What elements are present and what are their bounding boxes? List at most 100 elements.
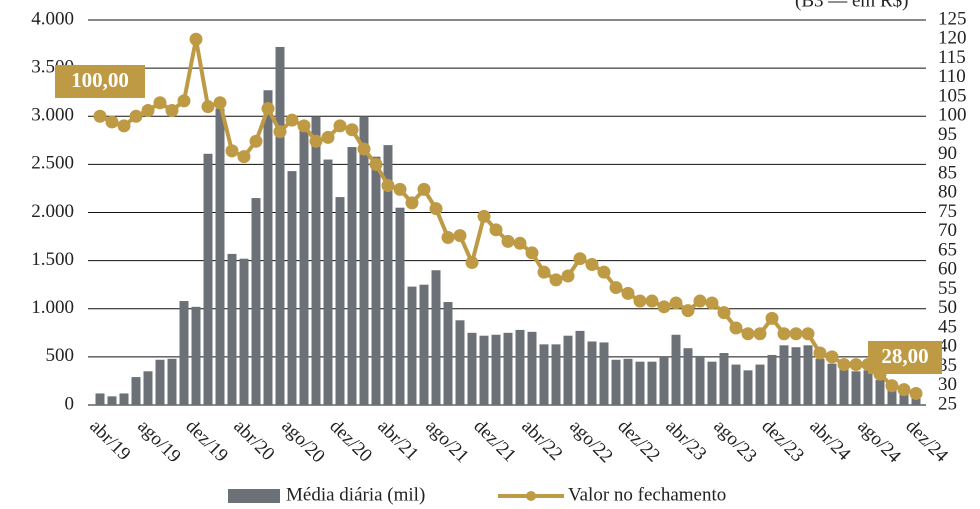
line-marker bbox=[381, 179, 395, 193]
bar bbox=[395, 207, 405, 405]
bar bbox=[287, 171, 297, 405]
y2-tick-label: 75 bbox=[938, 201, 957, 222]
bar bbox=[407, 286, 417, 405]
legend-label: Média diária (mil) bbox=[286, 484, 425, 505]
line-marker bbox=[897, 383, 911, 397]
y2-tick-label: 85 bbox=[938, 162, 957, 183]
line-marker bbox=[573, 252, 587, 266]
y2-tick-label: 110 bbox=[938, 66, 966, 87]
bar bbox=[731, 364, 741, 405]
line-marker bbox=[885, 379, 899, 393]
bar bbox=[755, 364, 765, 405]
bar bbox=[875, 379, 885, 405]
x-tick-label: abr/19 bbox=[85, 416, 134, 465]
line-marker bbox=[309, 134, 323, 148]
bar bbox=[431, 270, 441, 405]
y2-tick-label: 95 bbox=[938, 124, 957, 145]
bar bbox=[251, 198, 261, 405]
line-marker bbox=[717, 306, 731, 320]
line-marker bbox=[237, 150, 251, 164]
y-tick-label: 2.000 bbox=[31, 201, 74, 222]
x-tick-label: ago/23 bbox=[709, 416, 760, 467]
bar bbox=[827, 363, 837, 405]
annotation: 28,00 bbox=[881, 344, 928, 368]
y2-tick-label: 35 bbox=[938, 355, 957, 376]
line-marker bbox=[657, 300, 671, 314]
bar bbox=[359, 116, 369, 405]
bar bbox=[335, 197, 345, 405]
y-tick-label: 1.000 bbox=[31, 297, 74, 318]
line-marker bbox=[345, 123, 359, 137]
bar bbox=[227, 253, 237, 405]
bar bbox=[107, 396, 117, 405]
x-tick-label: dez/24 bbox=[901, 416, 952, 467]
bar bbox=[179, 301, 189, 405]
line-marker bbox=[141, 103, 155, 117]
line-marker bbox=[729, 321, 743, 335]
y2-tick-label: 30 bbox=[938, 374, 957, 395]
legend-swatch bbox=[228, 489, 280, 503]
bar bbox=[491, 334, 501, 405]
bar bbox=[719, 353, 729, 405]
bar bbox=[443, 302, 453, 405]
y2-tick-label: 40 bbox=[938, 336, 957, 357]
line-marker bbox=[429, 202, 443, 216]
bar bbox=[803, 345, 813, 405]
x-tick-label: abr/23 bbox=[661, 416, 710, 465]
line-marker bbox=[681, 304, 695, 318]
line-marker bbox=[333, 119, 347, 133]
y2-tick-label: 45 bbox=[938, 316, 957, 337]
y2-tick-label: 120 bbox=[938, 28, 967, 49]
bar bbox=[347, 147, 357, 406]
line-marker bbox=[201, 100, 215, 114]
y-tick-label: 0 bbox=[65, 393, 75, 414]
x-tick-label: dez/23 bbox=[757, 416, 808, 467]
legend-label: Valor no fechamento bbox=[568, 484, 726, 505]
y2-tick-label: 50 bbox=[938, 297, 957, 318]
bar bbox=[539, 344, 549, 405]
bar bbox=[323, 159, 333, 405]
y2-tick-label: 55 bbox=[938, 278, 957, 299]
line-marker bbox=[561, 269, 575, 283]
bar bbox=[575, 330, 585, 405]
line-marker bbox=[525, 246, 539, 260]
y2-tick-label: 70 bbox=[938, 220, 957, 241]
y-tick-label: 4.000 bbox=[31, 8, 74, 29]
bar bbox=[635, 361, 645, 405]
line-marker bbox=[609, 281, 623, 295]
bar bbox=[275, 46, 285, 405]
line-marker bbox=[621, 286, 635, 300]
line-marker bbox=[477, 209, 491, 223]
bar bbox=[767, 354, 777, 405]
bar bbox=[647, 361, 657, 405]
y2-tick-label: 100 bbox=[938, 105, 967, 126]
line-marker bbox=[453, 229, 467, 243]
x-tick-label: abr/24 bbox=[805, 416, 855, 466]
line-marker bbox=[837, 358, 851, 372]
bar bbox=[887, 390, 897, 405]
line-marker bbox=[789, 327, 803, 341]
bar bbox=[95, 393, 105, 405]
line-marker bbox=[249, 134, 263, 148]
bar bbox=[119, 393, 129, 405]
line-marker bbox=[393, 182, 407, 196]
bar bbox=[839, 368, 849, 405]
line-marker bbox=[357, 142, 371, 156]
x-tick-label: ago/19 bbox=[133, 416, 184, 467]
line-marker bbox=[585, 257, 599, 271]
y2-tick-label: 65 bbox=[938, 239, 957, 260]
line-marker bbox=[501, 234, 515, 248]
line-marker bbox=[225, 144, 239, 158]
bar bbox=[515, 329, 525, 405]
bar bbox=[587, 341, 597, 405]
bar bbox=[203, 153, 213, 405]
y2-tick-label: 25 bbox=[938, 393, 957, 414]
line-marker bbox=[825, 350, 839, 364]
line-marker bbox=[765, 311, 779, 325]
y-tick-label: 3.000 bbox=[31, 105, 74, 126]
y2-tick-label: 80 bbox=[938, 182, 957, 203]
line-marker bbox=[273, 125, 287, 139]
x-tick-label: ago/22 bbox=[565, 416, 616, 467]
line-marker bbox=[117, 119, 131, 133]
bar bbox=[527, 331, 537, 405]
